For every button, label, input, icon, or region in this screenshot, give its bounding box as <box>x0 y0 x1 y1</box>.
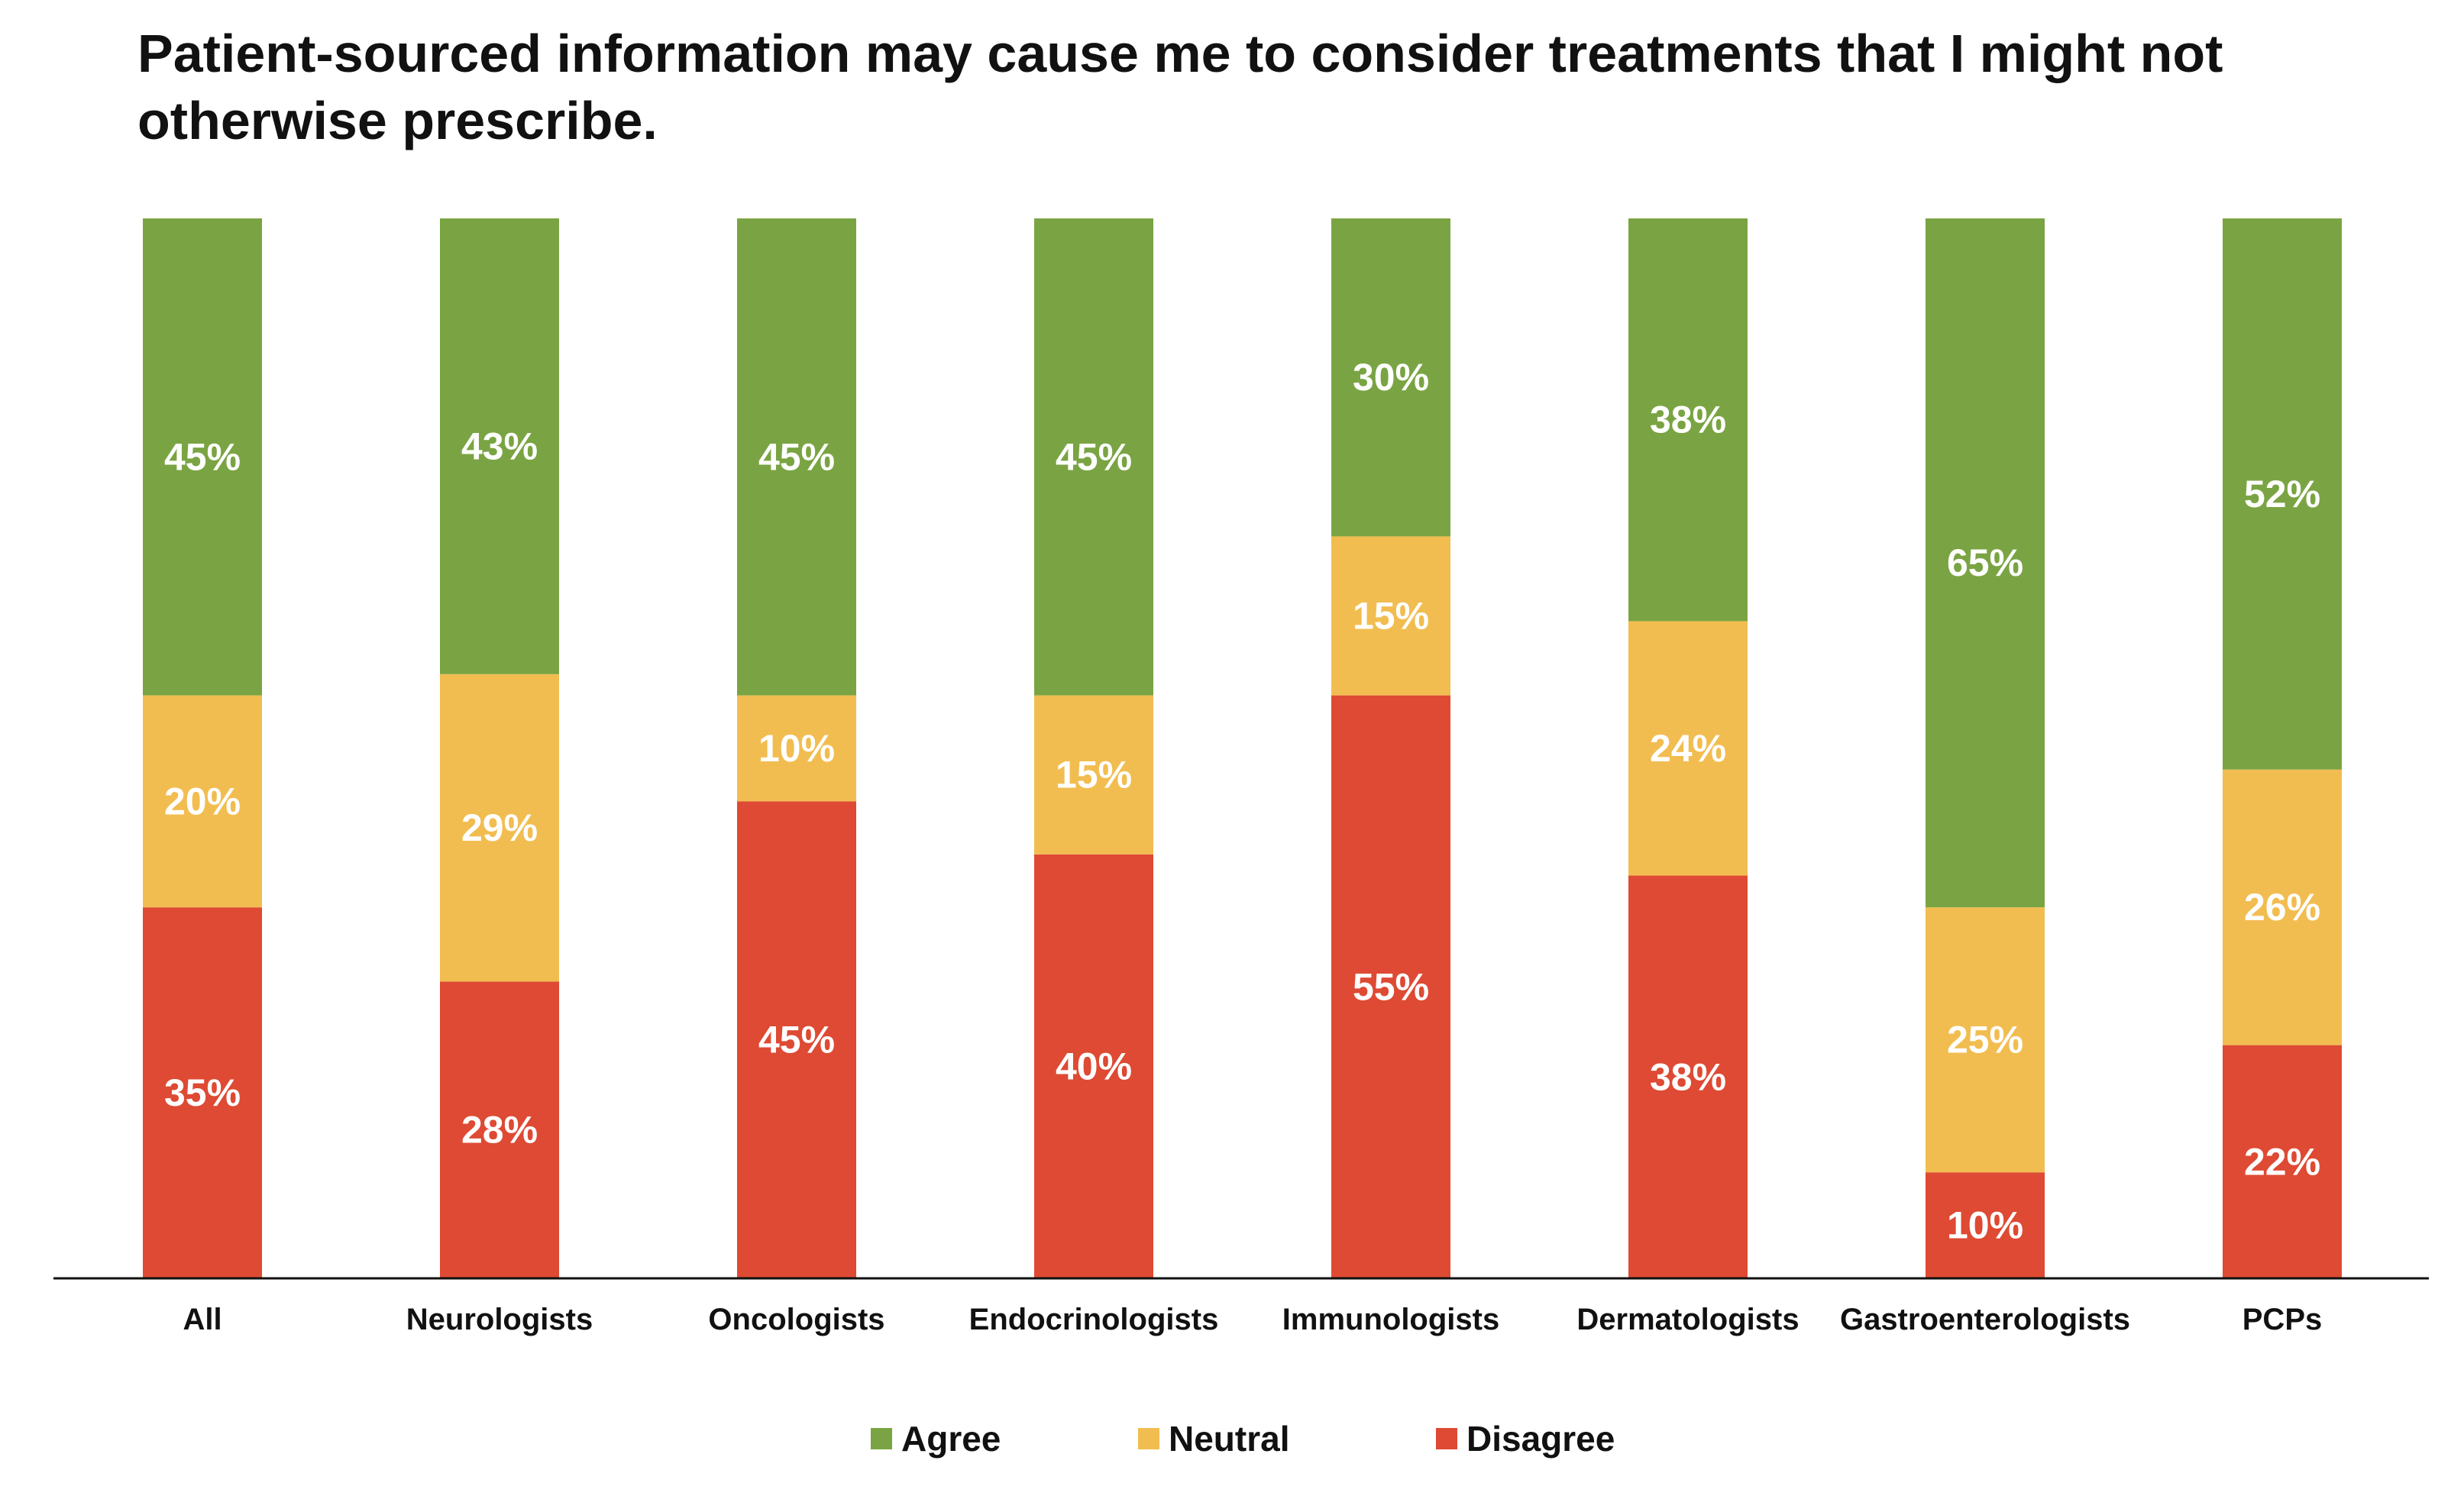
data-label-dermatologists-agree: 38% <box>1650 399 1726 441</box>
data-label-immunologists-agree: 30% <box>1353 356 1429 399</box>
category-label-neurologists: Neurologists <box>406 1303 593 1336</box>
bar-segment-oncologists-neutral <box>737 695 856 802</box>
legend-swatch-disagree <box>1436 1428 1457 1449</box>
data-label-oncologists-neutral: 10% <box>758 727 835 770</box>
category-label-endocrinologists: Endocrinologists <box>969 1303 1219 1336</box>
bar-segment-endocrinologists-agree <box>1034 218 1153 696</box>
data-label-oncologists-agree: 45% <box>758 435 835 478</box>
data-label-all-neutral: 20% <box>164 780 241 822</box>
bar-segment-endocrinologists-neutral <box>1034 695 1153 855</box>
legend-item-disagree: Disagree <box>1436 1419 1615 1459</box>
data-label-endocrinologists-disagree: 40% <box>1056 1045 1132 1087</box>
legend-item-agree: Agree <box>871 1419 1001 1459</box>
data-label-all-agree: 45% <box>164 435 241 478</box>
legend-swatch-agree <box>871 1428 892 1449</box>
legend: Agree Neutral Disagree <box>871 1419 1615 1459</box>
bar-segment-dermatologists-agree <box>1628 218 1748 622</box>
bar-segment-all-neutral <box>143 695 262 908</box>
data-label-neurologists-agree: 43% <box>461 425 538 467</box>
legend-swatch-neutral <box>1138 1428 1159 1449</box>
bars-layer <box>143 218 2342 1278</box>
bar-segment-immunologists-agree <box>1331 218 1450 537</box>
legend-item-neutral: Neutral <box>1138 1419 1289 1459</box>
data-label-pcps-neutral: 26% <box>2244 886 2320 929</box>
data-label-dermatologists-disagree: 38% <box>1650 1055 1726 1098</box>
data-label-immunologists-disagree: 55% <box>1353 965 1429 1008</box>
bar-segment-neurologists-agree <box>440 218 559 674</box>
bar-segment-neurologists-disagree <box>440 981 559 1278</box>
data-label-all-disagree: 35% <box>164 1071 241 1114</box>
legend-label-agree: Agree <box>901 1419 1001 1459</box>
data-label-pcps-agree: 52% <box>2244 473 2320 515</box>
legend-label-disagree: Disagree <box>1466 1419 1615 1459</box>
bar-segment-neurologists-neutral <box>440 674 559 982</box>
bar-segment-oncologists-agree <box>737 218 856 696</box>
data-label-pcps-disagree: 22% <box>2244 1140 2320 1183</box>
bar-segment-immunologists-neutral <box>1331 536 1450 696</box>
data-label-neurologists-disagree: 28% <box>461 1109 538 1152</box>
data-label-gastroenterologists-agree: 65% <box>1947 541 2023 584</box>
bar-segment-gastroenterologists-agree <box>1926 218 2045 908</box>
bar-segment-endocrinologists-disagree <box>1034 854 1153 1278</box>
bar-segment-all-disagree <box>143 907 262 1278</box>
bar-segment-dermatologists-neutral <box>1628 621 1748 876</box>
bar-segment-gastroenterologists-disagree <box>1926 1172 2045 1278</box>
bar-segment-gastroenterologists-neutral <box>1926 907 2045 1173</box>
data-labels-layer: 35% 20% 45% 28% 29% 43% 45% 10% 45% 40% 15% 45% 55% 1… <box>164 356 2320 1246</box>
category-label-oncologists: Oncologists <box>708 1303 884 1336</box>
bar-segment-immunologists-disagree <box>1331 695 1450 1278</box>
bar-segment-all-agree <box>143 218 262 696</box>
bar-segment-dermatologists-disagree <box>1628 875 1748 1278</box>
bar-segment-pcps-agree <box>2223 218 2342 770</box>
data-label-endocrinologists-neutral: 15% <box>1056 754 1132 796</box>
category-label-dermatologists: Dermatologists <box>1576 1303 1799 1336</box>
data-label-gastroenterologists-neutral: 25% <box>1947 1019 2023 1061</box>
legend-label-neutral: Neutral <box>1169 1419 1289 1459</box>
data-label-endocrinologists-agree: 45% <box>1056 435 1132 478</box>
bar-segment-pcps-disagree <box>2223 1045 2342 1278</box>
category-label-immunologists: Immunologists <box>1282 1303 1499 1336</box>
category-label-pcps: PCPs <box>2242 1303 2323 1336</box>
data-label-neurologists-neutral: 29% <box>461 806 538 849</box>
chart-title: Patient-sourced information may cause me… <box>137 24 2223 150</box>
category-labels-layer: All Neurologists Oncologists Endocrinologis… <box>183 1303 2322 1336</box>
category-label-all: All <box>183 1303 222 1336</box>
bar-segment-oncologists-disagree <box>737 801 856 1278</box>
bar-segment-pcps-neutral <box>2223 769 2342 1045</box>
data-label-oncologists-disagree: 45% <box>758 1019 835 1061</box>
category-label-gastroenterologists: Gastroenterologists <box>1840 1303 2130 1336</box>
data-label-immunologists-neutral: 15% <box>1353 595 1429 638</box>
data-label-gastroenterologists-disagree: 10% <box>1947 1204 2023 1247</box>
data-label-dermatologists-neutral: 24% <box>1650 727 1726 770</box>
